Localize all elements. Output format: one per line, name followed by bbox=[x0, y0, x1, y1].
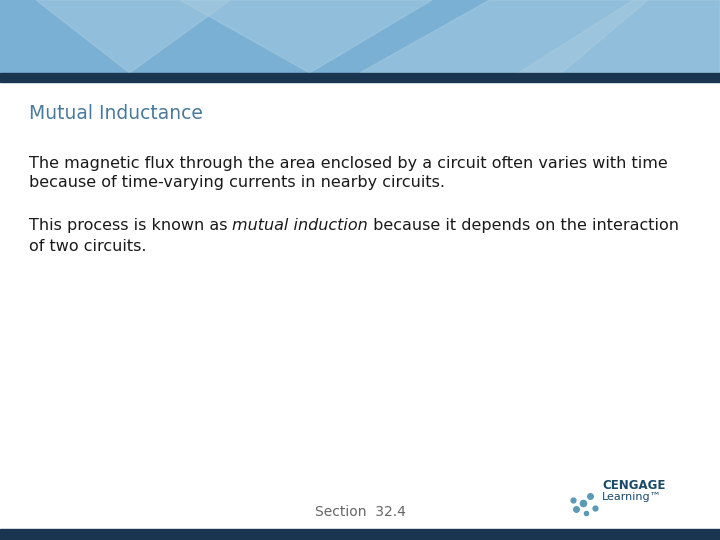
Text: mutual induction: mutual induction bbox=[233, 218, 368, 233]
Text: Section  32.4: Section 32.4 bbox=[315, 505, 405, 519]
Text: Mutual Inductance: Mutual Inductance bbox=[29, 104, 202, 123]
Text: The magnetic flux through the area enclosed by a circuit often varies with time
: The magnetic flux through the area enclo… bbox=[29, 156, 667, 190]
Text: This process is known as: This process is known as bbox=[29, 218, 233, 233]
Text: of two circuits.: of two circuits. bbox=[29, 239, 146, 254]
Text: because it depends on the interaction: because it depends on the interaction bbox=[368, 218, 679, 233]
Bar bbox=[0, 0, 720, 73]
Text: Learning™: Learning™ bbox=[602, 492, 662, 502]
Polygon shape bbox=[518, 0, 720, 73]
Polygon shape bbox=[36, 0, 230, 73]
Bar bbox=[0, 529, 720, 540]
Text: CENGAGE: CENGAGE bbox=[602, 480, 665, 492]
Polygon shape bbox=[180, 0, 432, 73]
Polygon shape bbox=[360, 0, 648, 73]
Bar bbox=[0, 73, 720, 82]
